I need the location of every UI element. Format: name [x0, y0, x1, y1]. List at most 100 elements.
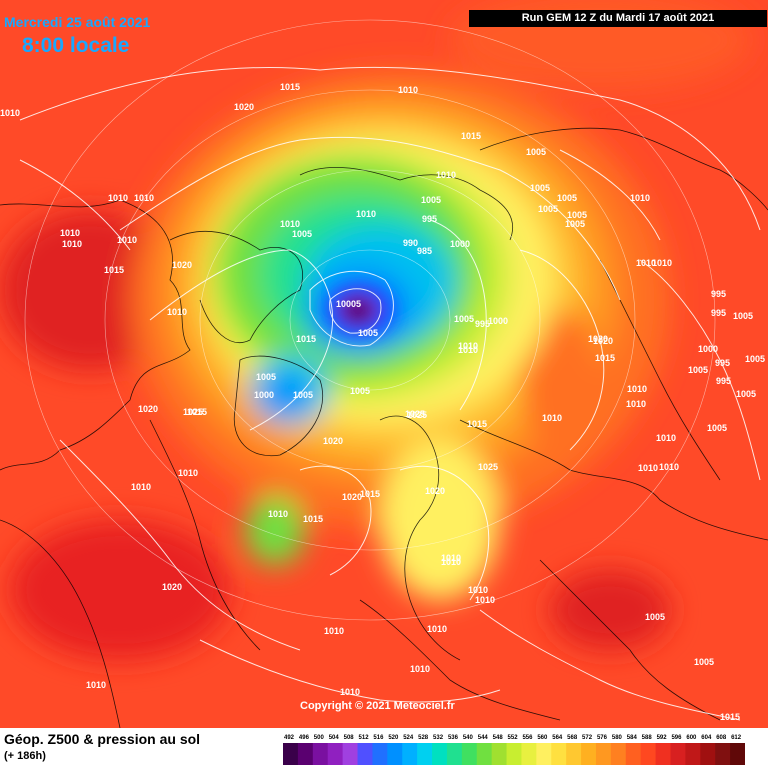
- scale-value-label: 504: [329, 735, 340, 741]
- scale-swatch: [655, 743, 671, 765]
- scale-swatch: [491, 743, 508, 765]
- legend-subtitle: (+ 186h): [4, 750, 46, 762]
- isobar-label: 1010: [117, 235, 137, 245]
- isobar-label: 1015: [595, 353, 615, 363]
- isobar-label: 1010: [398, 85, 418, 95]
- scale-swatch: [327, 743, 344, 765]
- color-scale-labels: 492 496 500 504 508 512 516 520 524 528 532 536 540 5…: [284, 735, 742, 741]
- scale-value-label: 556: [522, 735, 533, 741]
- isobar-label: 1020: [172, 260, 192, 270]
- scale-value-label: 588: [642, 735, 653, 741]
- isobar-label: 1010: [627, 384, 647, 394]
- scale-swatch: [625, 743, 642, 765]
- isobar-label: 995: [715, 358, 730, 368]
- scale-value-label: 508: [344, 735, 355, 741]
- geopotential-field: [0, 0, 750, 660]
- scale-swatch: [536, 743, 552, 765]
- isobar-label: 1010: [458, 345, 478, 355]
- isobar-label: 1020: [593, 336, 613, 346]
- scale-swatch: [730, 743, 745, 765]
- isobar-label: 1010: [659, 462, 679, 472]
- scale-swatch: [283, 743, 299, 765]
- isobar-label: 1015: [104, 265, 124, 275]
- isobar-label: 1005: [292, 229, 312, 239]
- scale-value-label: 552: [508, 735, 519, 741]
- isobar-label: 1025: [405, 409, 425, 419]
- scale-swatch: [387, 743, 403, 765]
- isobar-label: 1005: [293, 390, 313, 400]
- isobar-label: 1000: [450, 239, 470, 249]
- scale-swatch: [640, 743, 657, 765]
- scale-value-label: 524: [403, 735, 414, 741]
- legend-footer: Géop. Z500 & pression au sol (+ 186h) 49…: [0, 728, 768, 768]
- scale-value-label: 500: [314, 735, 325, 741]
- isobar-label: 1005: [454, 314, 474, 324]
- scale-value-label: 580: [612, 735, 623, 741]
- isobar-label: 1015: [280, 82, 300, 92]
- scale-swatch: [357, 743, 373, 765]
- scale-swatch: [372, 743, 388, 765]
- isobar-label: 1010: [356, 209, 376, 219]
- isobar-label: 1010: [468, 585, 488, 595]
- isobar-label: 1005: [688, 365, 708, 375]
- isobar-label: 1015: [296, 334, 316, 344]
- forecast-time: 8:00 locale: [22, 34, 130, 57]
- scale-value-label: 536: [448, 735, 459, 741]
- isobar-label: 1020: [588, 334, 608, 344]
- isobar-label: 1020: [323, 436, 343, 446]
- isobar-label: 1005: [694, 657, 714, 667]
- isobar-label: 1010: [0, 108, 20, 118]
- scale-value-label: 528: [418, 735, 429, 741]
- scale-value-label: 492: [284, 735, 295, 741]
- isobar-label: 1000: [488, 316, 508, 326]
- isobar-label: 1005: [733, 311, 753, 321]
- isobar-label: 995: [716, 376, 731, 386]
- isobar-label: 1010: [427, 624, 447, 634]
- isobar-label: 1005: [557, 193, 577, 203]
- isobar-label: 1010: [167, 307, 187, 317]
- scale-value-label: 512: [359, 735, 370, 741]
- scale-value-label: 608: [716, 735, 727, 741]
- isobar-label: 1010: [324, 626, 344, 636]
- weather-map: 1010 1020 1015 1010 1015 1010 1010 1010 …: [0, 0, 768, 728]
- isobar-label: 1010: [636, 258, 656, 268]
- scale-value-label: 572: [582, 735, 593, 741]
- scale-swatch: [312, 743, 329, 765]
- isobar-label: 985: [417, 246, 432, 256]
- scale-swatch: [402, 743, 418, 765]
- isobar-label: 10005: [336, 299, 361, 309]
- scale-swatch: [521, 743, 537, 765]
- isobar-label: 1005: [645, 612, 665, 622]
- scale-value-label: 548: [493, 735, 504, 741]
- isobar-label: 1025: [407, 410, 427, 420]
- isobar-label: 995: [711, 308, 726, 318]
- isobar-label: 1005: [745, 354, 765, 364]
- isobar-label: 1010: [131, 482, 151, 492]
- scale-swatch: [476, 743, 493, 765]
- isobar-label: 1015: [303, 514, 323, 524]
- scale-swatch: [551, 743, 567, 765]
- isobar-label: 990: [403, 238, 418, 248]
- isobar-label: 1025: [478, 462, 498, 472]
- isobar-label: 1020: [162, 582, 182, 592]
- scale-value-label: 560: [537, 735, 548, 741]
- isobar-label: 1010: [436, 170, 456, 180]
- scale-swatch: [446, 743, 463, 765]
- isobar-label: 1010: [280, 219, 300, 229]
- isobar-label: 1010: [86, 680, 106, 690]
- forecast-date: Mercredi 25 août 2021: [4, 14, 151, 30]
- isobar-label: 1010: [340, 687, 360, 697]
- scale-value-label: 532: [433, 735, 444, 741]
- scale-swatch: [581, 743, 597, 765]
- isobar-label: 995: [422, 214, 437, 224]
- copyright-notice: Copyright © 2021 Meteociel.fr: [300, 700, 455, 712]
- isobar-label: 1015: [467, 419, 487, 429]
- isobar-label: 1010: [458, 341, 478, 351]
- scale-value-label: 564: [552, 735, 563, 741]
- isobar-label: 1005: [256, 372, 276, 382]
- scale-value-label: 604: [701, 735, 712, 741]
- isobar-label: 1020: [234, 102, 254, 112]
- isobar-label: 1015: [360, 489, 380, 499]
- isobar-label: 1010: [638, 463, 658, 473]
